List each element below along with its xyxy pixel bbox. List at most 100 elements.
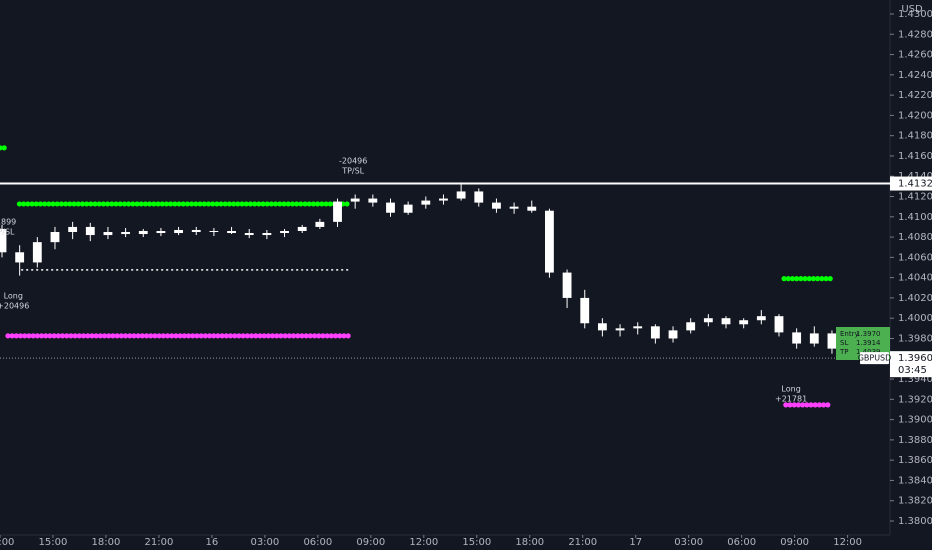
dot: [147, 201, 153, 207]
dot: [298, 201, 304, 207]
y-tick-label: 1.42000: [898, 110, 932, 121]
dot: [210, 201, 216, 207]
candle-body: [403, 204, 413, 213]
candle-body: [527, 206, 537, 211]
candle-body: [50, 232, 60, 243]
dot: [100, 201, 107, 207]
dot: [50, 201, 56, 207]
x-tick-label: 16: [206, 537, 219, 548]
dot: [185, 333, 192, 339]
dot: [303, 333, 309, 339]
candle-body: [580, 297, 590, 324]
candle-body: [368, 198, 378, 203]
y-tick-label: 1.42400: [898, 70, 932, 81]
dot: [804, 402, 810, 408]
y-tick-label: 1.40200: [898, 293, 932, 304]
dot: [17, 333, 24, 339]
dot: [122, 333, 129, 339]
dot: [244, 333, 250, 339]
x-tick-label: 12:00: [833, 537, 862, 548]
dot: [97, 333, 103, 339]
dot: [294, 201, 300, 207]
y-tick-label: 1.41000: [898, 212, 932, 223]
dot: [264, 201, 270, 207]
x-tick-label: 06:00: [303, 537, 332, 548]
dot: [152, 333, 158, 339]
dot: [232, 333, 238, 339]
candle-body: [668, 330, 678, 339]
candle-body: [509, 206, 519, 209]
dot: [825, 402, 831, 408]
candle-body: [421, 200, 431, 205]
x-tick-label: 09:00: [356, 537, 385, 548]
dot: [269, 333, 276, 339]
dot: [236, 333, 242, 339]
dot: [218, 201, 224, 207]
y-tick-label: 1.41600: [898, 151, 932, 162]
dot: [143, 333, 150, 339]
candle-body: [474, 191, 484, 203]
candle-body: [138, 230, 148, 235]
dot: [190, 333, 196, 339]
y-tick-label: 1.38800: [898, 435, 932, 446]
dot: [235, 201, 241, 207]
dot: [323, 201, 329, 207]
dot: [64, 333, 70, 339]
y-tick-label: 1.40800: [898, 232, 932, 243]
dot: [239, 201, 245, 207]
dot: [58, 201, 65, 207]
y-tick-label: 1.39400: [898, 374, 932, 385]
dot: [38, 333, 45, 339]
dot: [5, 333, 11, 339]
dot: [134, 201, 140, 207]
y-tick-label: 1.42800: [898, 29, 932, 40]
dot: [256, 201, 262, 207]
annotation-text: 21899: [0, 217, 16, 226]
annotation-text: +20496: [0, 301, 29, 310]
y-tick-label: 1.38600: [898, 455, 932, 466]
y-tick-label: 1.40600: [898, 252, 932, 263]
dot: [327, 201, 333, 207]
dot: [21, 201, 27, 207]
dot: [135, 333, 141, 339]
dot: [222, 201, 228, 207]
dot: [173, 333, 179, 339]
dot: [214, 201, 220, 207]
candle-body: [686, 322, 696, 331]
dot: [59, 333, 66, 339]
dot: [802, 276, 808, 282]
y-tick-label: 1.39200: [898, 394, 932, 405]
dot: [785, 276, 791, 282]
dot: [105, 201, 111, 207]
candle-body: [103, 232, 113, 236]
dot: [26, 333, 32, 339]
x-tick-label: 15:00: [39, 537, 68, 548]
dot: [810, 276, 817, 282]
dot: [806, 276, 812, 282]
dot: [22, 333, 28, 339]
dot: [247, 201, 254, 207]
dot: [71, 201, 77, 207]
candle-body: [227, 230, 236, 234]
dot: [198, 333, 204, 339]
dot: [85, 333, 91, 339]
x-tick-label: 15:00: [462, 537, 491, 548]
dot: [821, 402, 827, 408]
dot: [159, 201, 165, 207]
dot: [88, 201, 94, 207]
dot: [794, 276, 800, 282]
dot: [131, 333, 137, 339]
dot: [164, 333, 171, 339]
dot: [800, 402, 806, 408]
dot: [201, 201, 207, 207]
x-tick-label: 03:00: [250, 537, 279, 548]
candle-body: [244, 233, 254, 236]
dot: [177, 333, 183, 339]
candle-body: [32, 242, 42, 263]
candle-body: [615, 328, 625, 331]
dot-line: [0, 145, 7, 151]
x-tick-label: 21:00: [145, 537, 174, 548]
dot: [289, 201, 296, 207]
y-tick-label: 1.41800: [898, 131, 932, 142]
dot: [76, 333, 82, 339]
